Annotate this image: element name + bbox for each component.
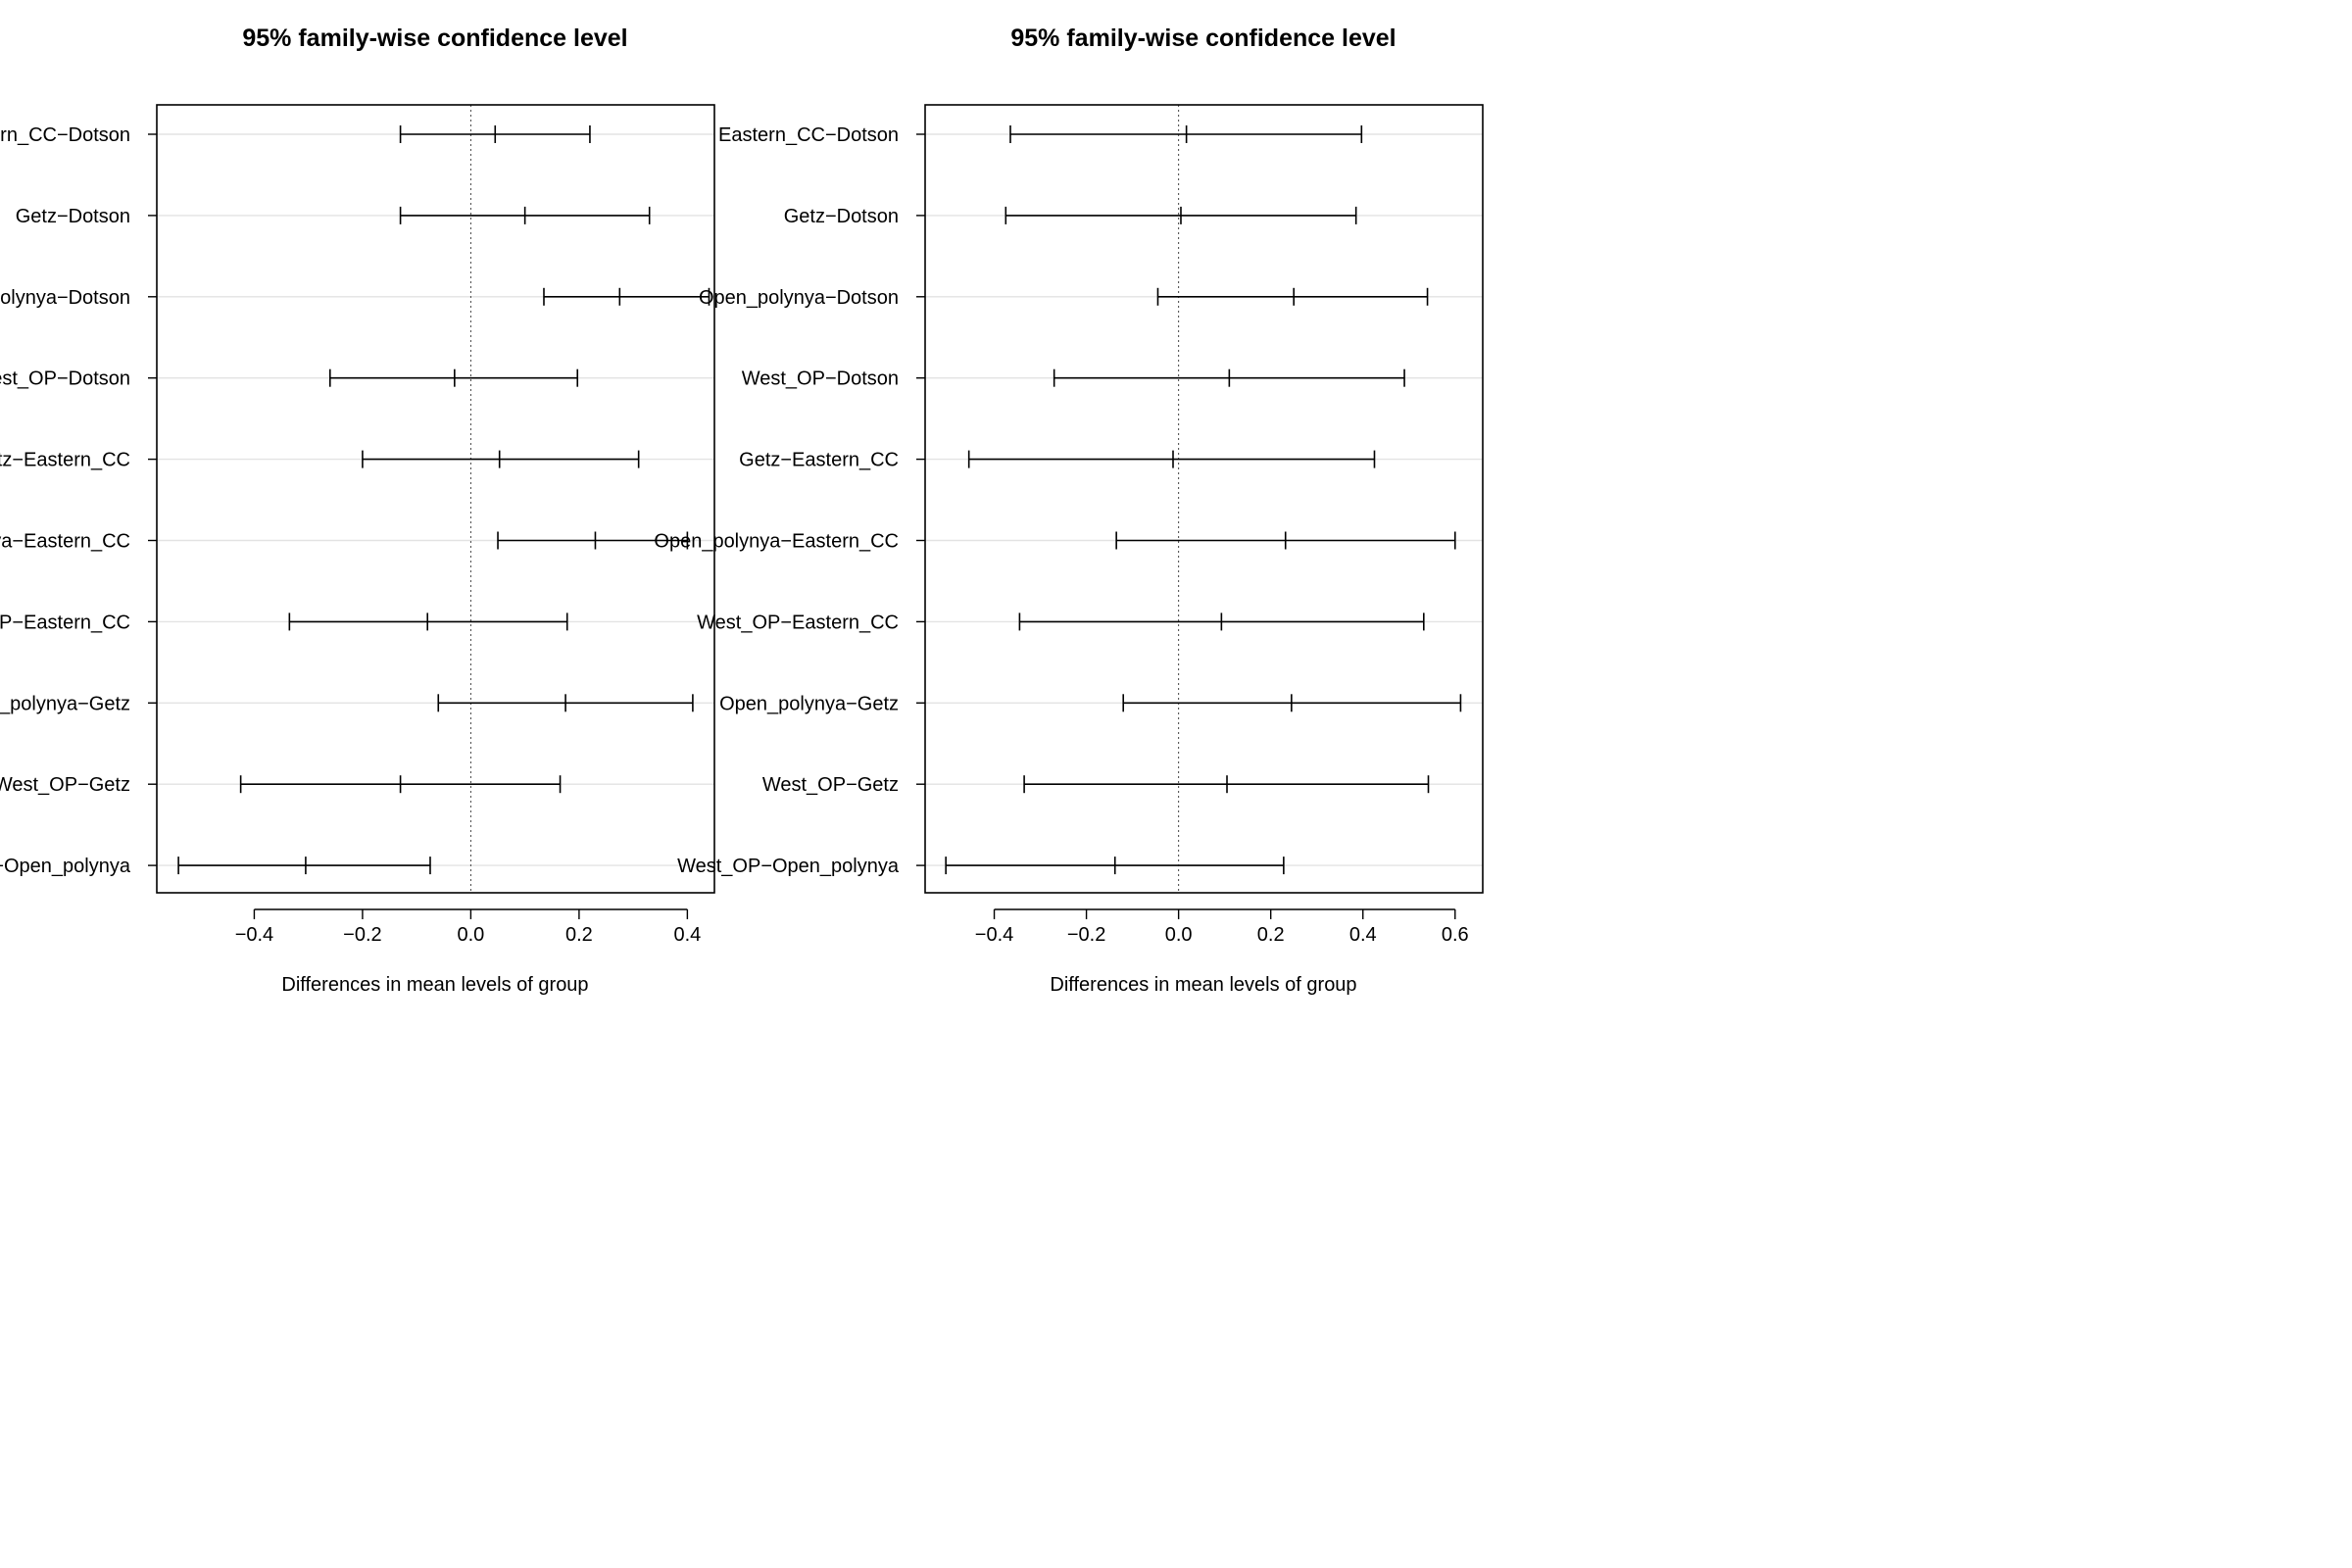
category-label: Eastern_CC−Dotson — [0, 124, 130, 146]
errorbar-0 — [1009, 125, 1363, 143]
errorbar-8 — [1023, 775, 1430, 794]
x-tick-label: −0.4 — [235, 924, 273, 946]
errorbar-2 — [543, 287, 710, 306]
category-label: Open_polynya−Dotson — [0, 287, 130, 309]
x-tick-label: 0.0 — [458, 924, 485, 946]
errorbar-9 — [177, 857, 431, 875]
category-label: West_OP−Eastern_CC — [697, 612, 899, 633]
errorbar-3 — [328, 368, 579, 387]
plot-frame — [156, 104, 715, 894]
errorbar-3 — [1053, 368, 1405, 387]
errorbar-4 — [362, 450, 640, 468]
x-axis-label: Differences in mean levels of group — [1050, 974, 1356, 996]
errorbar-1 — [399, 206, 651, 224]
chart-title: 95% family-wise confidence level — [242, 24, 627, 52]
errorbar-6 — [288, 612, 568, 631]
errorbar-1 — [1004, 206, 1357, 224]
category-label: Open_polynya−Eastern_CC — [654, 531, 899, 553]
left-confidence-panel: 95% family-wise confidence level Eastern_… — [0, 24, 715, 996]
x-tick-label: −0.2 — [1067, 924, 1105, 946]
category-label: Getz−Eastern_CC — [739, 450, 899, 471]
category-label: West_OP−Eastern_CC — [0, 612, 130, 633]
x-tick-label: 0.2 — [1257, 924, 1285, 946]
category-label: Open_polynya−Eastern_CC — [0, 531, 130, 553]
category-label: West_OP−Getz — [762, 774, 899, 796]
errorbar-7 — [437, 694, 694, 712]
category-label: West_OP−Open_polynya — [0, 856, 131, 877]
errorbar-6 — [1018, 612, 1425, 631]
x-axis-label: Differences in mean levels of group — [281, 974, 588, 996]
x-tick-label: −0.2 — [343, 924, 381, 946]
x-tick-label: 0.4 — [1349, 924, 1377, 946]
category-label: West_OP−Dotson — [0, 368, 130, 390]
category-label: Open_polynya−Getz — [0, 693, 130, 714]
category-label: West_OP−Open_polynya — [677, 856, 900, 877]
x-tick-label: −0.4 — [975, 924, 1013, 946]
category-label: Eastern_CC−Dotson — [718, 124, 899, 146]
category-label: Open_polynya−Getz — [719, 693, 899, 714]
right-confidence-panel: 95% family-wise confidence level Eastern_… — [654, 24, 1484, 996]
errorbar-2 — [1156, 287, 1429, 306]
errorbar-5 — [497, 531, 689, 550]
category-label: West_OP−Getz — [0, 774, 130, 796]
category-label: Getz−Eastern_CC — [0, 450, 130, 471]
errorbar-0 — [399, 125, 591, 143]
x-tick-label: 0.4 — [673, 924, 701, 946]
x-tick-label: 0.2 — [565, 924, 593, 946]
category-label: Getz−Dotson — [16, 206, 130, 227]
category-label: Open_polynya−Dotson — [699, 287, 899, 309]
errorbar-7 — [1122, 694, 1462, 712]
category-label: West_OP−Dotson — [742, 368, 899, 390]
plot-frame — [924, 104, 1484, 894]
errorbar-9 — [945, 857, 1285, 875]
errorbar-4 — [967, 450, 1376, 468]
category-label: Getz−Dotson — [784, 206, 899, 227]
x-tick-label: 0.0 — [1165, 924, 1193, 946]
errorbar-5 — [1115, 531, 1456, 550]
x-tick-label: 0.6 — [1442, 924, 1469, 946]
errorbar-8 — [239, 775, 562, 794]
chart-title: 95% family-wise confidence level — [1010, 24, 1396, 52]
tukey-hsd-figure: 95% family-wise confidence level Eastern_… — [0, 24, 1484, 996]
